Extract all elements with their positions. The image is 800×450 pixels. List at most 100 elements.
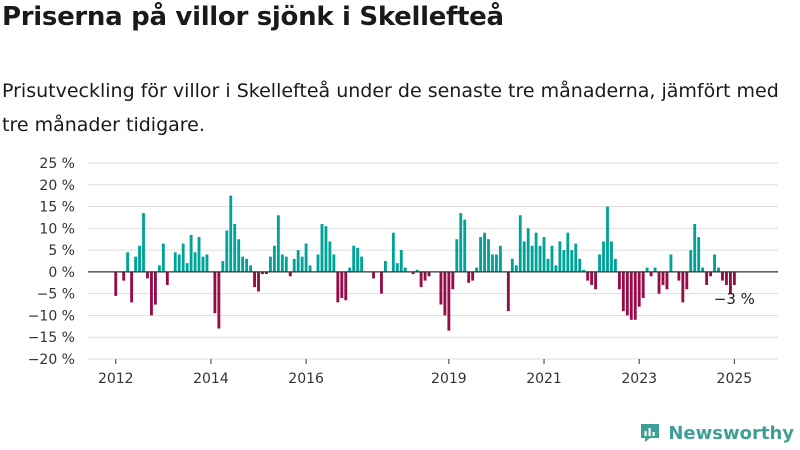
bar-2023-03 [645,267,649,272]
bar-2015-01 [257,271,260,292]
bar-2021-11 [582,269,586,272]
bar-2024-01 [685,271,689,290]
bar-2016-06 [324,226,328,272]
bar-2015-10 [292,258,296,272]
bar-2020-04 [506,271,510,312]
bar-2023-06 [657,271,661,294]
y-tick-label: 0 % [48,265,75,281]
bar-2018-02 [403,267,407,272]
bar-2024-09 [717,267,720,272]
x-tick-label: 2019 [431,371,467,387]
bar-2014-05 [225,230,229,272]
bar-2020-05 [510,258,514,272]
bar-2022-01 [590,271,594,285]
bar-2021-06 [562,250,566,272]
bar-2018-08 [427,271,431,277]
bar-2015-06 [276,215,280,272]
bar-2022-05 [606,206,609,272]
bar-2022-02 [594,271,598,290]
bar-2012-06 [134,256,138,272]
bar-2014-03 [217,271,221,329]
bar-2014-10 [245,258,249,272]
y-tick-label: −5 % [37,287,75,303]
bar-2019-10 [483,232,486,272]
last-value-label: −3 % [714,290,755,308]
bar-2019-06 [467,271,471,283]
bar-2019-01 [447,271,451,331]
bar-2020-10 [530,245,534,272]
bar-2013-11 [201,256,205,272]
bar-2014-09 [241,256,245,272]
bar-2021-12 [586,271,590,281]
bar-2013-07 [185,263,189,272]
bar-2024-08 [713,254,716,272]
bar-2016-09 [336,271,340,303]
bar-2021-01 [542,237,546,272]
bar-2017-11 [391,232,395,272]
bar-2012-03 [122,271,126,281]
bar-2022-07 [613,258,617,272]
bar-2024-02 [689,250,693,272]
bar-2023-04 [649,271,653,277]
bar-2020-06 [514,265,518,272]
bar-2022-12 [633,271,637,320]
bar-2014-06 [229,195,233,272]
bar-2019-11 [487,239,490,272]
bar-2022-03 [598,254,601,272]
bar-2021-03 [550,245,554,272]
bar-2022-06 [610,241,613,272]
bar-2015-12 [300,256,304,272]
bar-2019-03 [455,239,459,272]
bar-2014-11 [249,265,253,272]
bar-2016-08 [332,254,336,272]
bar-2016-02 [308,265,312,272]
bar-2013-02 [165,271,169,285]
bar-2016-07 [328,241,332,272]
x-tick-label: 2021 [526,371,562,387]
bar-2018-11 [439,271,443,305]
bar-2017-08 [380,271,383,294]
bar-2018-05 [415,269,419,272]
bar-2021-08 [570,250,574,272]
bar-2020-08 [522,241,526,272]
bar-2024-11 [725,271,728,285]
bar-2020-09 [526,228,530,272]
y-tick-label: −10 % [28,308,75,324]
bar-2016-11 [344,271,348,301]
bar-2018-01 [399,250,403,272]
bar-2015-11 [296,250,300,272]
bar-2024-03 [693,223,697,272]
bar-2024-10 [721,271,724,281]
bar-2016-05 [320,223,324,272]
y-tick-label: 25 % [39,156,75,172]
brand-name: Newsworthy [668,422,794,444]
x-tick-label: 2014 [193,371,229,387]
chart-subtitle: Prisutveckling för villor i Skellefteå u… [2,80,779,136]
bar-2012-05 [130,271,134,303]
y-tick-label: 5 % [48,243,75,259]
bar-2015-09 [288,271,292,277]
bar-2019-09 [479,237,483,272]
bar-2017-02 [356,247,360,272]
bar-2013-01 [161,243,165,272]
y-tick-label: 20 % [39,178,75,194]
y-tick-label: −20 % [28,352,75,368]
x-tick-label: 2016 [288,371,324,387]
bar-2012-01 [114,271,118,296]
bar-2025-01 [732,271,736,285]
bar-2023-07 [661,271,665,285]
bar-2015-07 [280,254,284,272]
bar-2019-05 [463,219,467,272]
bar-2023-12 [681,271,685,303]
bar-2020-11 [534,232,538,272]
bar-2012-08 [142,213,145,272]
bar-2021-10 [578,258,582,272]
bar-2023-09 [669,254,673,272]
bar-2014-04 [221,261,225,272]
brand-logo: Newsworthy [638,421,794,445]
bar-2021-07 [566,232,570,272]
bar-2015-03 [265,271,268,275]
bar-2017-03 [360,256,364,272]
bar-2012-11 [153,271,157,305]
bar-2020-02 [498,245,502,272]
